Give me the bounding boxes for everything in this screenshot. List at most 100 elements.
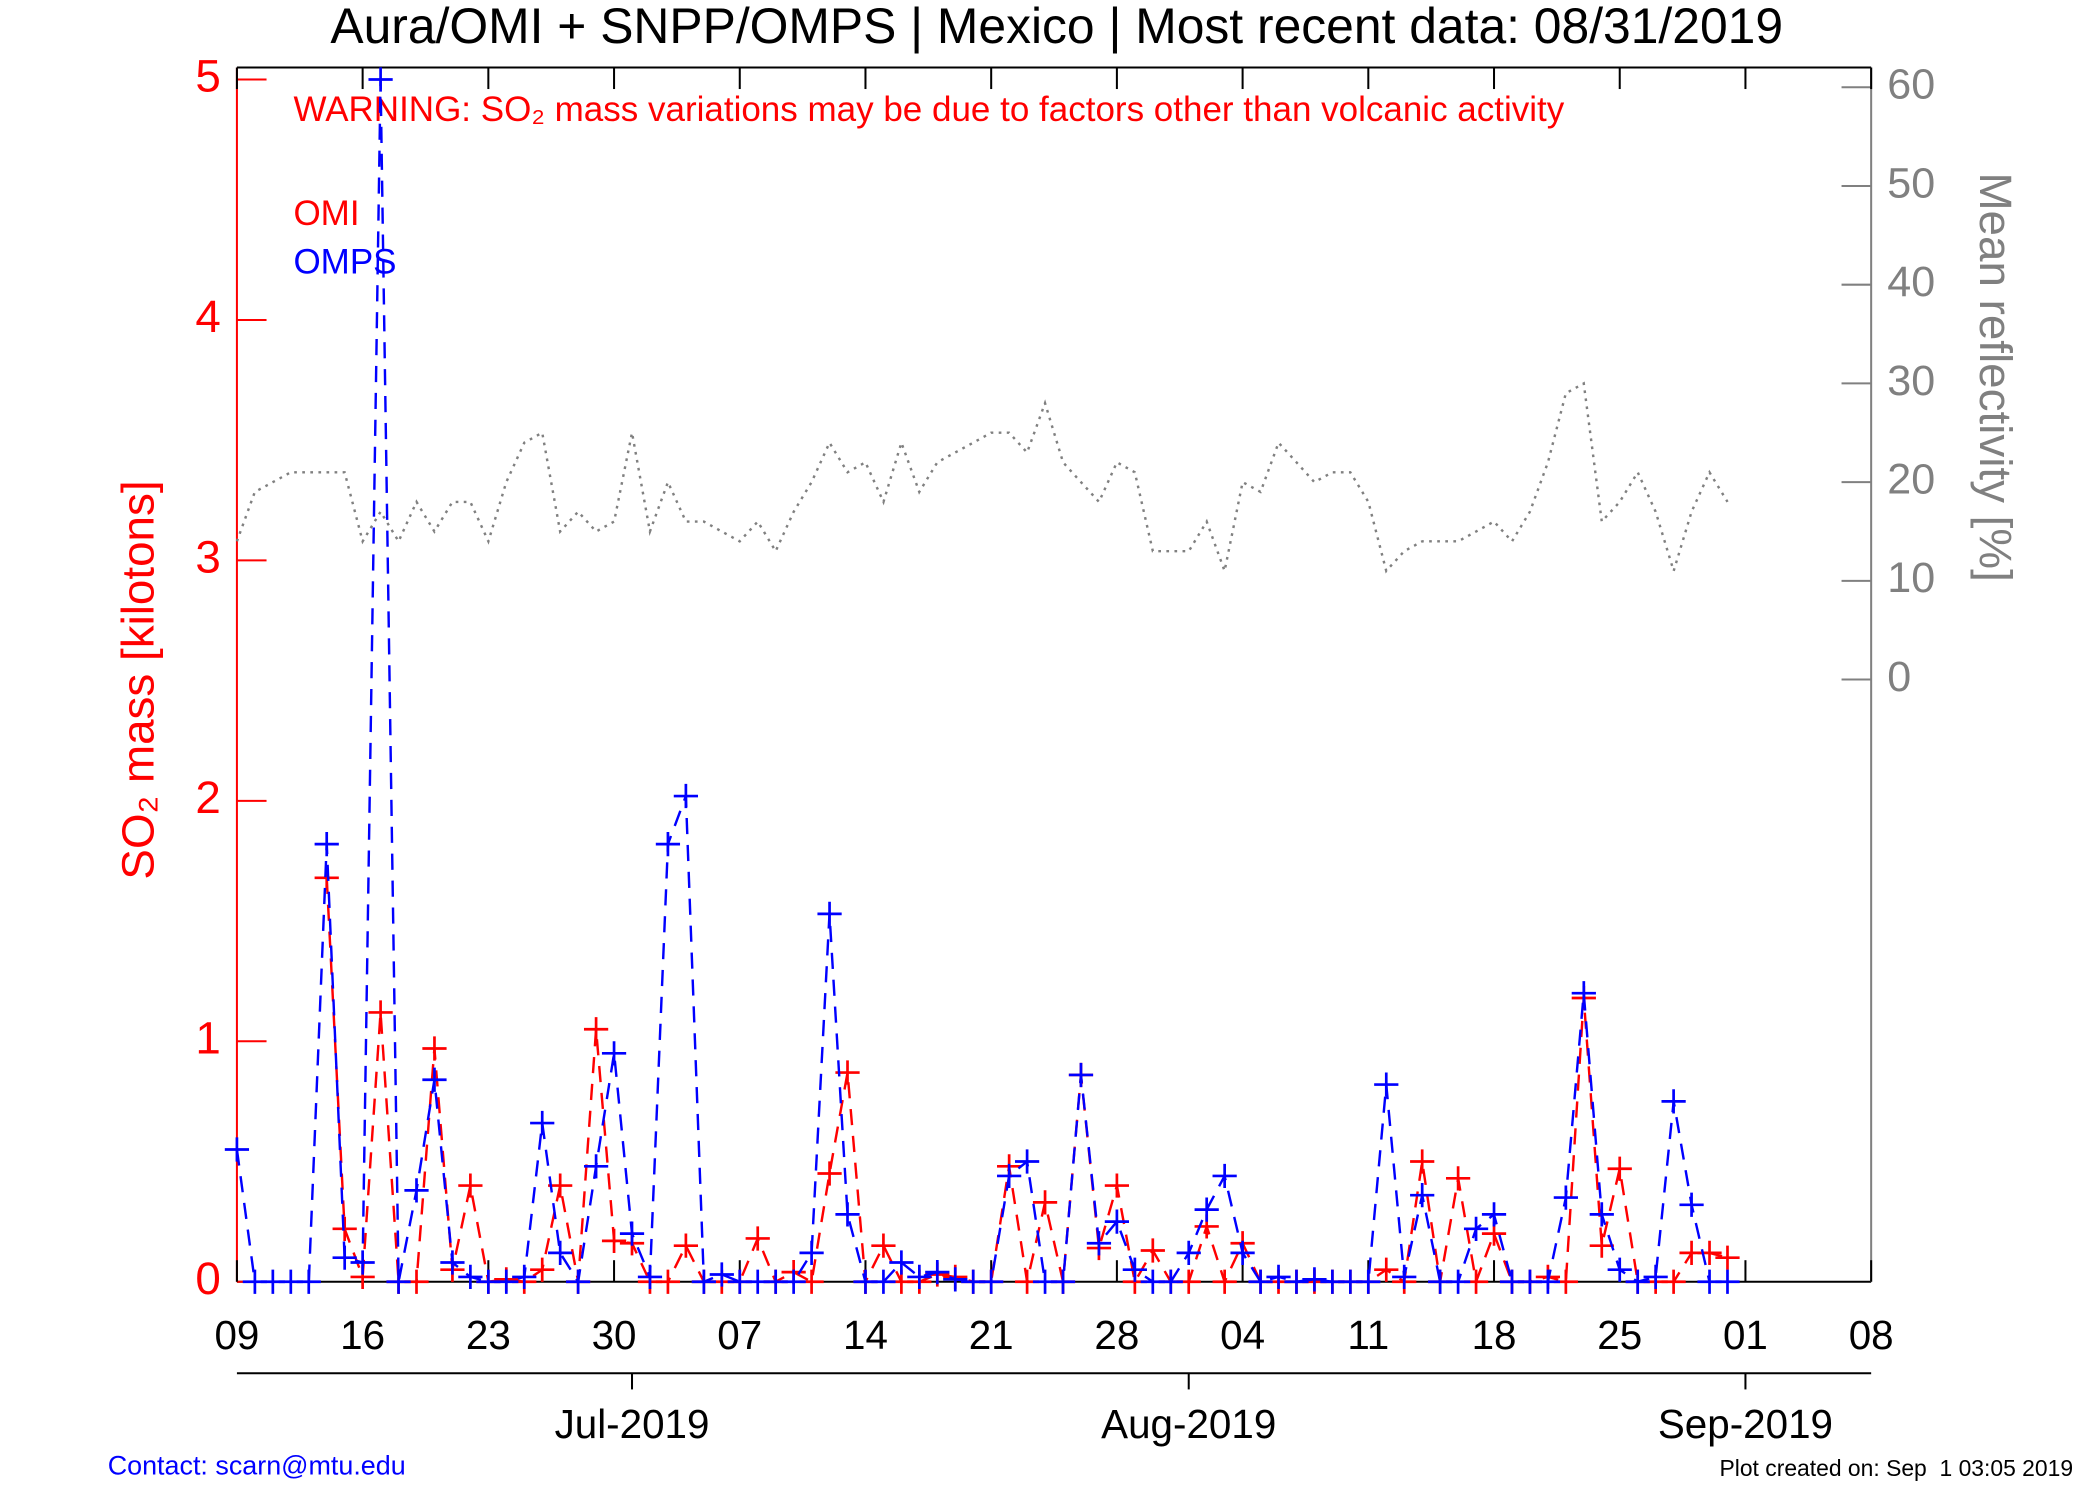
marker [1410, 1183, 1435, 1208]
x-tick-label: 14 [843, 1312, 888, 1358]
x-tick-label: 18 [1472, 1312, 1517, 1358]
marker [781, 1269, 806, 1294]
x-tick-label: 25 [1597, 1312, 1642, 1358]
marker [1032, 1190, 1058, 1215]
marker [691, 1269, 716, 1294]
marker [512, 1264, 537, 1290]
marker [1553, 1185, 1578, 1210]
marker [1302, 1267, 1327, 1292]
marker [817, 1161, 842, 1186]
marker [530, 1257, 555, 1282]
x-tick-label: 23 [466, 1312, 511, 1358]
marker [619, 1221, 645, 1246]
marker [1212, 1269, 1237, 1294]
y2-tick-label: 30 [1887, 357, 1935, 405]
marker [1715, 1245, 1740, 1270]
marker [1374, 1072, 1399, 1097]
chart-title: Aura/OMI + SNPP/OMPS | Mexico | Most rec… [330, 0, 1783, 54]
marker [1392, 1264, 1417, 1290]
series-line [235, 381, 1729, 576]
marker [1661, 1269, 1686, 1294]
y-tick-label: 3 [195, 531, 220, 582]
marker [1230, 1240, 1255, 1265]
marker [314, 832, 339, 857]
x-tick-label: 01 [1723, 1312, 1768, 1358]
y-tick-label: 4 [195, 291, 220, 342]
marker [673, 783, 699, 809]
marker [386, 1269, 411, 1294]
marker [548, 1240, 573, 1265]
marker [997, 1163, 1022, 1189]
marker [583, 1154, 609, 1179]
marker [1194, 1197, 1219, 1222]
marker [745, 1226, 770, 1251]
marker [943, 1267, 968, 1292]
y-tick-label: 5 [195, 51, 220, 102]
x-tick-label: 28 [1094, 1312, 1139, 1358]
marker [835, 1202, 860, 1227]
month-tick-label: Aug-2019 [1101, 1401, 1276, 1447]
marker [1104, 1209, 1130, 1234]
marker [601, 1041, 627, 1066]
x-tick-label: 07 [717, 1312, 762, 1358]
x-tick-label: 08 [1849, 1312, 1894, 1358]
marker [1607, 1257, 1632, 1282]
marker [1589, 1233, 1614, 1258]
marker [1374, 1257, 1399, 1282]
marker [1661, 1089, 1686, 1114]
marker [871, 1269, 896, 1294]
marker [404, 1178, 429, 1203]
legend-entry: OMPS [293, 242, 396, 281]
marker [548, 1173, 573, 1198]
marker [494, 1269, 519, 1294]
y2-tick-label: 0 [1887, 653, 1911, 701]
marker [1445, 1269, 1471, 1294]
marker [1014, 1149, 1040, 1174]
marker [637, 1264, 663, 1290]
created-note: Plot created on: Sep 1 03:05 2019 [1720, 1455, 2074, 1481]
marker [368, 67, 393, 92]
marker [1050, 1269, 1076, 1294]
contact: Contact: scarn@mtu.edu [108, 1451, 406, 1481]
marker [601, 1228, 627, 1253]
marker [907, 1264, 932, 1290]
marker [925, 1259, 950, 1285]
marker [1248, 1269, 1273, 1294]
marker [871, 1233, 896, 1258]
marker [530, 1110, 555, 1136]
marker [224, 1137, 250, 1162]
marker [1589, 1202, 1614, 1227]
marker [889, 1250, 914, 1275]
marker [1697, 1240, 1722, 1265]
y2-tick-label: 10 [1887, 554, 1935, 602]
y-tick-label: 2 [195, 772, 220, 823]
marker [566, 1269, 591, 1294]
marker [1571, 981, 1596, 1006]
marker [350, 1250, 375, 1275]
marker [817, 901, 842, 926]
marker [1356, 1269, 1381, 1294]
marker [422, 1036, 447, 1061]
marker [1643, 1264, 1668, 1290]
x-tick-label: 09 [214, 1312, 259, 1358]
x-tick-label: 16 [340, 1312, 385, 1358]
marker [296, 1269, 321, 1294]
marker [1212, 1163, 1237, 1189]
y2-axis-label: Mean reflectivity [%] [1970, 172, 2021, 581]
marker [1140, 1238, 1165, 1263]
marker [332, 1245, 357, 1270]
marker [1679, 1192, 1704, 1217]
marker [1463, 1216, 1489, 1241]
marker [1607, 1156, 1632, 1181]
marker [1284, 1269, 1309, 1294]
month-tick-label: Jul-2019 [555, 1401, 710, 1447]
marker [458, 1173, 483, 1198]
y2-tick-label: 50 [1887, 159, 1935, 207]
marker [368, 1000, 393, 1025]
month-tick-label: Sep-2019 [1658, 1401, 1833, 1447]
marker [1625, 1269, 1650, 1294]
marker [1122, 1257, 1147, 1282]
